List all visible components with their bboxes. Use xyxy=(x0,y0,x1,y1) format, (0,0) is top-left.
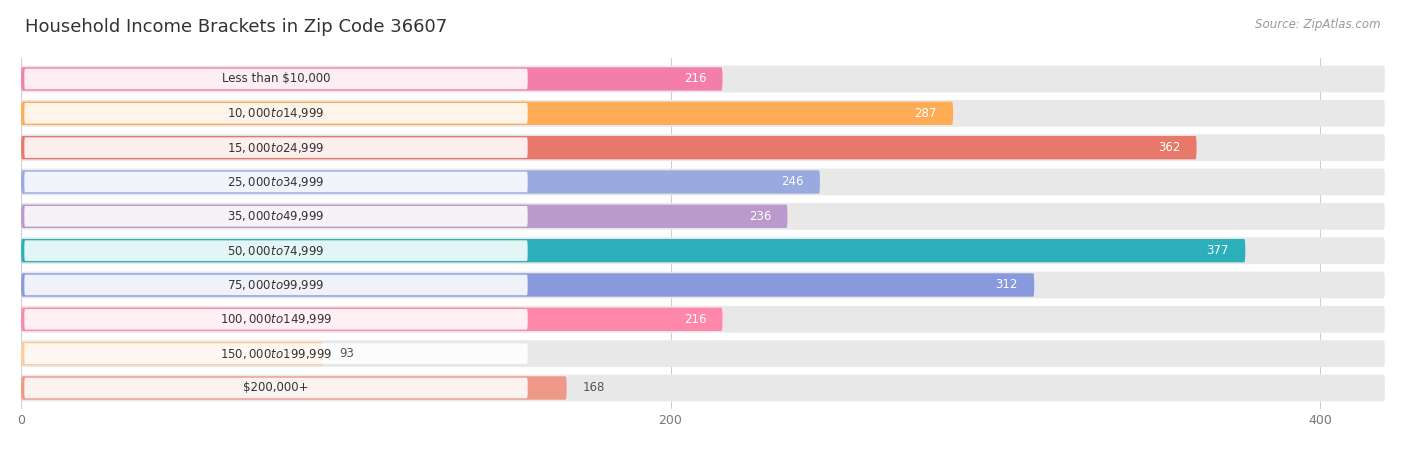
FancyBboxPatch shape xyxy=(21,168,1385,195)
FancyBboxPatch shape xyxy=(24,343,527,364)
FancyBboxPatch shape xyxy=(21,134,1385,161)
FancyBboxPatch shape xyxy=(24,206,527,227)
FancyBboxPatch shape xyxy=(21,237,1385,264)
Text: $35,000 to $49,999: $35,000 to $49,999 xyxy=(228,209,325,223)
FancyBboxPatch shape xyxy=(24,309,527,330)
Text: $25,000 to $34,999: $25,000 to $34,999 xyxy=(228,175,325,189)
Text: 287: 287 xyxy=(914,107,936,120)
FancyBboxPatch shape xyxy=(21,306,1385,333)
FancyBboxPatch shape xyxy=(21,136,1197,159)
Text: 93: 93 xyxy=(339,347,354,360)
FancyBboxPatch shape xyxy=(24,275,527,295)
Text: 216: 216 xyxy=(683,313,706,326)
FancyBboxPatch shape xyxy=(24,240,527,261)
FancyBboxPatch shape xyxy=(21,273,1035,297)
FancyBboxPatch shape xyxy=(21,340,1385,367)
FancyBboxPatch shape xyxy=(21,308,723,331)
Text: 168: 168 xyxy=(583,382,605,395)
FancyBboxPatch shape xyxy=(21,100,1385,127)
Text: 362: 362 xyxy=(1159,141,1181,154)
Text: $10,000 to $14,999: $10,000 to $14,999 xyxy=(228,106,325,120)
Text: $75,000 to $99,999: $75,000 to $99,999 xyxy=(228,278,325,292)
Text: $15,000 to $24,999: $15,000 to $24,999 xyxy=(228,141,325,154)
FancyBboxPatch shape xyxy=(21,342,323,365)
Text: $150,000 to $199,999: $150,000 to $199,999 xyxy=(219,347,332,361)
FancyBboxPatch shape xyxy=(21,374,1385,401)
FancyBboxPatch shape xyxy=(21,376,567,400)
FancyBboxPatch shape xyxy=(21,66,1385,92)
FancyBboxPatch shape xyxy=(24,69,527,89)
FancyBboxPatch shape xyxy=(24,378,527,398)
FancyBboxPatch shape xyxy=(21,239,1246,262)
FancyBboxPatch shape xyxy=(21,205,787,228)
FancyBboxPatch shape xyxy=(24,172,527,192)
FancyBboxPatch shape xyxy=(24,137,527,158)
Text: 236: 236 xyxy=(749,210,772,223)
Text: 246: 246 xyxy=(782,176,804,189)
Text: $100,000 to $149,999: $100,000 to $149,999 xyxy=(219,313,332,326)
FancyBboxPatch shape xyxy=(21,203,1385,230)
Text: Less than $10,000: Less than $10,000 xyxy=(222,72,330,85)
Text: $200,000+: $200,000+ xyxy=(243,382,309,395)
FancyBboxPatch shape xyxy=(21,101,953,125)
Text: 216: 216 xyxy=(683,72,706,85)
Text: $50,000 to $74,999: $50,000 to $74,999 xyxy=(228,244,325,258)
Text: 312: 312 xyxy=(995,278,1018,291)
FancyBboxPatch shape xyxy=(21,272,1385,299)
Text: 377: 377 xyxy=(1206,244,1229,257)
FancyBboxPatch shape xyxy=(21,170,820,194)
FancyBboxPatch shape xyxy=(21,67,723,91)
Text: Source: ZipAtlas.com: Source: ZipAtlas.com xyxy=(1256,18,1381,31)
Text: Household Income Brackets in Zip Code 36607: Household Income Brackets in Zip Code 36… xyxy=(25,18,447,36)
FancyBboxPatch shape xyxy=(24,103,527,123)
